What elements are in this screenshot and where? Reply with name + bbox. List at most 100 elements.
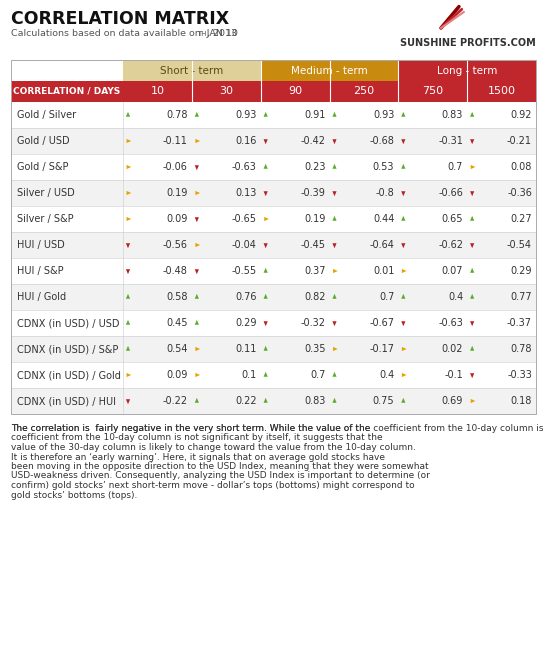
FancyBboxPatch shape bbox=[467, 388, 536, 414]
Text: 0.19: 0.19 bbox=[304, 214, 325, 224]
FancyBboxPatch shape bbox=[260, 206, 329, 232]
Polygon shape bbox=[126, 399, 130, 404]
Text: -0.17: -0.17 bbox=[369, 344, 394, 354]
Polygon shape bbox=[333, 347, 337, 351]
Polygon shape bbox=[401, 294, 406, 299]
FancyBboxPatch shape bbox=[260, 128, 329, 154]
FancyBboxPatch shape bbox=[467, 362, 536, 388]
FancyBboxPatch shape bbox=[11, 81, 123, 102]
Text: 0.29: 0.29 bbox=[511, 266, 532, 276]
Text: 0.35: 0.35 bbox=[304, 344, 325, 354]
FancyBboxPatch shape bbox=[11, 128, 123, 154]
Text: -0.06: -0.06 bbox=[163, 162, 188, 172]
Text: -0.8: -0.8 bbox=[376, 188, 394, 198]
Text: -0.63: -0.63 bbox=[438, 318, 463, 328]
Text: HUI / Gold: HUI / Gold bbox=[17, 292, 66, 302]
Text: 0.69: 0.69 bbox=[442, 396, 463, 406]
Polygon shape bbox=[470, 346, 474, 351]
FancyBboxPatch shape bbox=[399, 180, 467, 206]
Polygon shape bbox=[401, 321, 406, 326]
Text: -0.04: -0.04 bbox=[232, 240, 257, 250]
Polygon shape bbox=[264, 372, 268, 377]
FancyBboxPatch shape bbox=[260, 362, 329, 388]
FancyBboxPatch shape bbox=[260, 154, 329, 180]
Text: 1500: 1500 bbox=[488, 86, 515, 97]
FancyBboxPatch shape bbox=[260, 388, 329, 414]
Polygon shape bbox=[333, 216, 336, 221]
FancyBboxPatch shape bbox=[192, 128, 260, 154]
Text: -0.31: -0.31 bbox=[438, 136, 463, 146]
Text: The correlation is  fairly negative in the very short term. While the value of t: The correlation is fairly negative in th… bbox=[11, 424, 370, 433]
FancyBboxPatch shape bbox=[11, 284, 123, 310]
Polygon shape bbox=[470, 191, 474, 196]
FancyBboxPatch shape bbox=[399, 102, 467, 128]
Text: 0.07: 0.07 bbox=[442, 266, 463, 276]
FancyBboxPatch shape bbox=[399, 284, 467, 310]
Text: 0.09: 0.09 bbox=[167, 370, 188, 380]
Text: 0.01: 0.01 bbox=[373, 266, 394, 276]
Polygon shape bbox=[264, 217, 269, 221]
FancyBboxPatch shape bbox=[467, 310, 536, 336]
Text: -0.66: -0.66 bbox=[438, 188, 463, 198]
Text: 0.09: 0.09 bbox=[167, 214, 188, 224]
Text: 0.76: 0.76 bbox=[235, 292, 257, 302]
FancyBboxPatch shape bbox=[260, 60, 399, 81]
Text: -0.63: -0.63 bbox=[232, 162, 257, 172]
Polygon shape bbox=[333, 243, 336, 249]
FancyBboxPatch shape bbox=[329, 180, 399, 206]
FancyBboxPatch shape bbox=[11, 310, 123, 336]
Text: CDNX (in USD) / USD: CDNX (in USD) / USD bbox=[17, 318, 120, 328]
Polygon shape bbox=[264, 267, 268, 273]
Polygon shape bbox=[195, 269, 199, 274]
Text: -0.22: -0.22 bbox=[163, 396, 188, 406]
FancyBboxPatch shape bbox=[192, 388, 260, 414]
Polygon shape bbox=[401, 139, 406, 144]
FancyBboxPatch shape bbox=[467, 206, 536, 232]
Polygon shape bbox=[195, 139, 200, 143]
Text: It is therefore an ‘early warning’. Here, it signals that on average gold stocks: It is therefore an ‘early warning’. Here… bbox=[11, 453, 385, 462]
Polygon shape bbox=[264, 346, 268, 351]
Polygon shape bbox=[264, 112, 268, 117]
Text: been moving in the opposite direction to the USD Index, meaning that they were s: been moving in the opposite direction to… bbox=[11, 462, 429, 471]
Polygon shape bbox=[195, 217, 199, 222]
Polygon shape bbox=[471, 165, 476, 169]
Polygon shape bbox=[126, 269, 130, 274]
Polygon shape bbox=[264, 321, 268, 326]
Text: 0.08: 0.08 bbox=[511, 162, 532, 172]
Polygon shape bbox=[402, 269, 407, 273]
FancyBboxPatch shape bbox=[192, 154, 260, 180]
Polygon shape bbox=[195, 191, 200, 195]
FancyBboxPatch shape bbox=[11, 362, 123, 388]
Text: 0.16: 0.16 bbox=[235, 136, 257, 146]
Text: 0.44: 0.44 bbox=[373, 214, 394, 224]
FancyBboxPatch shape bbox=[329, 232, 399, 258]
Polygon shape bbox=[127, 373, 131, 377]
Polygon shape bbox=[264, 398, 268, 403]
FancyBboxPatch shape bbox=[329, 310, 399, 336]
Polygon shape bbox=[401, 243, 406, 249]
Polygon shape bbox=[264, 294, 268, 299]
Text: , 2013: , 2013 bbox=[207, 29, 237, 38]
Polygon shape bbox=[333, 269, 337, 273]
Text: USD-weakness driven. Consequently, analyzing the USD Index is important to deter: USD-weakness driven. Consequently, analy… bbox=[11, 472, 430, 481]
Text: 0.75: 0.75 bbox=[373, 396, 394, 406]
FancyBboxPatch shape bbox=[467, 180, 536, 206]
FancyBboxPatch shape bbox=[123, 102, 192, 128]
Text: 0.45: 0.45 bbox=[167, 318, 188, 328]
Text: -0.37: -0.37 bbox=[507, 318, 532, 328]
FancyBboxPatch shape bbox=[192, 232, 260, 258]
FancyBboxPatch shape bbox=[329, 336, 399, 362]
FancyBboxPatch shape bbox=[123, 284, 192, 310]
Text: 0.58: 0.58 bbox=[167, 292, 188, 302]
Text: 0.91: 0.91 bbox=[304, 110, 325, 120]
Text: 0.1: 0.1 bbox=[241, 370, 257, 380]
FancyBboxPatch shape bbox=[192, 206, 260, 232]
FancyBboxPatch shape bbox=[192, 102, 260, 128]
Polygon shape bbox=[333, 164, 336, 169]
FancyBboxPatch shape bbox=[192, 336, 260, 362]
Text: HUI / USD: HUI / USD bbox=[17, 240, 65, 250]
Polygon shape bbox=[126, 243, 130, 249]
Text: -0.68: -0.68 bbox=[370, 136, 394, 146]
Polygon shape bbox=[402, 373, 407, 377]
FancyBboxPatch shape bbox=[192, 258, 260, 284]
